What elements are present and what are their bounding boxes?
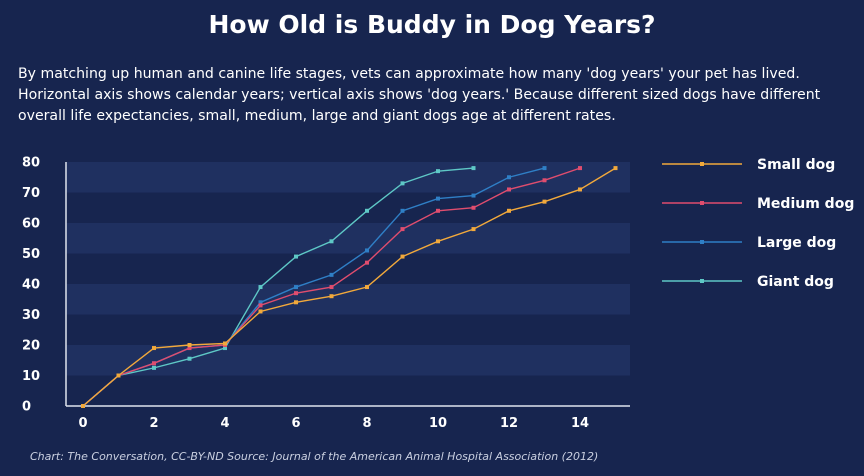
data-point-small-dog (507, 208, 511, 213)
data-point-large-dog (294, 285, 298, 290)
y-tick-label: 50 (22, 247, 40, 262)
x-tick-label: 10 (429, 416, 447, 431)
series-lines (81, 166, 618, 408)
data-point-small-dog (365, 285, 369, 290)
data-point-giant-dog (258, 285, 263, 290)
data-point-large-dog (471, 193, 476, 198)
data-point-giant-dog (436, 169, 440, 174)
data-point-large-dog (400, 208, 405, 213)
x-tick-label: 0 (78, 416, 87, 431)
data-point-small-dog (542, 199, 547, 204)
chart-source-note: Chart: The Conversation, CC-BY-ND Source… (30, 450, 599, 463)
data-point-medium-dog (542, 178, 547, 183)
legend-label-giant-dog: Giant dog (757, 274, 834, 290)
grid-band (66, 162, 630, 193)
legend-marker-large-dog (700, 240, 704, 244)
legend-marker-small-dog (700, 162, 704, 166)
y-tick-label: 0 (22, 400, 31, 415)
data-point-large-dog (365, 248, 369, 253)
y-tick-label: 20 (22, 339, 40, 354)
data-point-medium-dog (471, 205, 476, 210)
data-point-giant-dog (365, 208, 369, 213)
data-point-small-dog (223, 341, 227, 346)
y-tick-label: 60 (22, 217, 40, 232)
data-point-small-dog (436, 239, 440, 244)
data-point-large-dog (258, 300, 263, 305)
series-line-giant-dog (82, 167, 474, 407)
data-point-large-dog (436, 196, 440, 201)
data-point-medium-dog (258, 303, 263, 308)
grid-band (66, 284, 630, 315)
legend: Small dog Medium dog Large dog Giant dog (662, 157, 854, 290)
legend-label-small-dog: Small dog (757, 157, 835, 173)
data-point-small-dog (578, 187, 582, 192)
data-point-giant-dog (471, 166, 476, 171)
x-tick-label: 6 (291, 416, 300, 431)
x-tick-label: 4 (220, 416, 229, 431)
y-tick-label: 30 (22, 308, 40, 323)
data-point-small-dog (116, 373, 121, 378)
grid-bands (66, 162, 630, 376)
x-tick-label: 12 (500, 416, 518, 431)
data-point-giant-dog (294, 254, 298, 259)
data-point-medium-dog (152, 361, 156, 366)
data-point-small-dog (294, 300, 298, 305)
y-tick-label: 70 (22, 186, 40, 201)
data-point-giant-dog (187, 356, 192, 361)
y-tick-label: 10 (22, 369, 40, 384)
x-tick-label: 2 (149, 416, 158, 431)
grid-band (66, 223, 630, 254)
x-tick-label: 14 (571, 416, 589, 431)
grid-band (66, 345, 630, 376)
data-point-small-dog (613, 166, 618, 171)
x-tick-label: 8 (362, 416, 371, 431)
data-point-small-dog (471, 227, 476, 232)
legend-label-medium-dog: Medium dog (757, 196, 854, 212)
data-point-giant-dog (152, 365, 156, 370)
data-point-medium-dog (507, 187, 511, 192)
data-point-medium-dog (400, 227, 405, 232)
data-point-giant-dog (400, 181, 405, 186)
data-point-medium-dog (294, 291, 298, 296)
legend-label-large-dog: Large dog (757, 235, 836, 251)
data-point-medium-dog (365, 260, 369, 265)
data-point-medium-dog (578, 166, 582, 171)
data-point-large-dog (542, 166, 547, 171)
axes (65, 162, 630, 407)
data-point-small-dog (187, 343, 192, 347)
data-point-small-dog (400, 254, 405, 259)
data-point-small-dog (81, 404, 85, 408)
legend-marker-giant-dog (700, 279, 704, 283)
series-line-small-dog (82, 167, 616, 407)
y-axis-ticks: 0 10 20 30 40 50 60 70 80 (22, 156, 40, 415)
chart-title: How Old is Buddy in Dog Years? (208, 10, 656, 39)
data-point-giant-dog (329, 239, 334, 244)
legend-marker-medium-dog (700, 201, 704, 205)
data-point-small-dog (329, 294, 334, 299)
y-tick-label: 80 (22, 156, 40, 171)
chart-subtitle: By matching up human and canine life sta… (18, 66, 821, 124)
data-point-small-dog (258, 309, 263, 314)
data-point-medium-dog (187, 346, 192, 351)
data-point-medium-dog (329, 285, 334, 290)
data-point-giant-dog (223, 346, 227, 351)
data-point-large-dog (507, 175, 511, 180)
x-axis-ticks: 0 2 4 6 8 10 12 14 (78, 416, 589, 431)
y-tick-label: 40 (22, 278, 40, 293)
data-point-medium-dog (436, 208, 440, 213)
data-point-small-dog (152, 346, 156, 351)
data-point-large-dog (329, 272, 334, 277)
